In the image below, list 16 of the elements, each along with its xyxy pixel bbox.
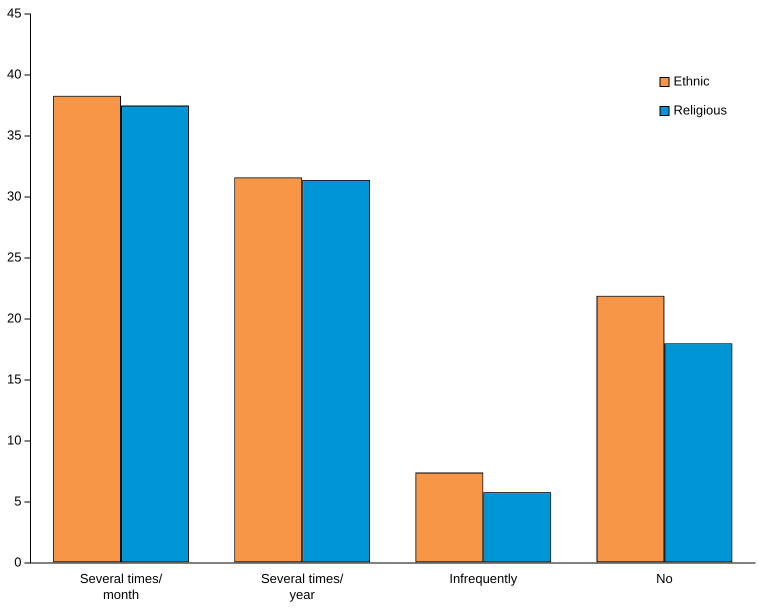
y-tick-label: 35 [6,128,22,143]
x-tick-label: No [656,571,673,586]
y-tick-label: 5 [14,493,22,508]
y-tick-label: 40 [6,66,22,82]
y-tick-label: 0 [14,554,22,570]
x-tick-label: Several times/ month [80,571,163,602]
legend-label: Ethnic [674,74,710,89]
x-tick-label: Infrequently [449,571,518,586]
y-tick-label: 20 [6,310,22,326]
y-tick-label: 15 [6,371,22,386]
x-tick-label: Several times/ year [260,571,344,602]
legend-label: Religious [674,102,728,118]
y-tick-label: 45 [6,6,22,21]
y-tick-label: 25 [6,249,22,264]
y-tick-label: 30 [6,188,22,204]
y-tick-label: 10 [6,432,22,448]
